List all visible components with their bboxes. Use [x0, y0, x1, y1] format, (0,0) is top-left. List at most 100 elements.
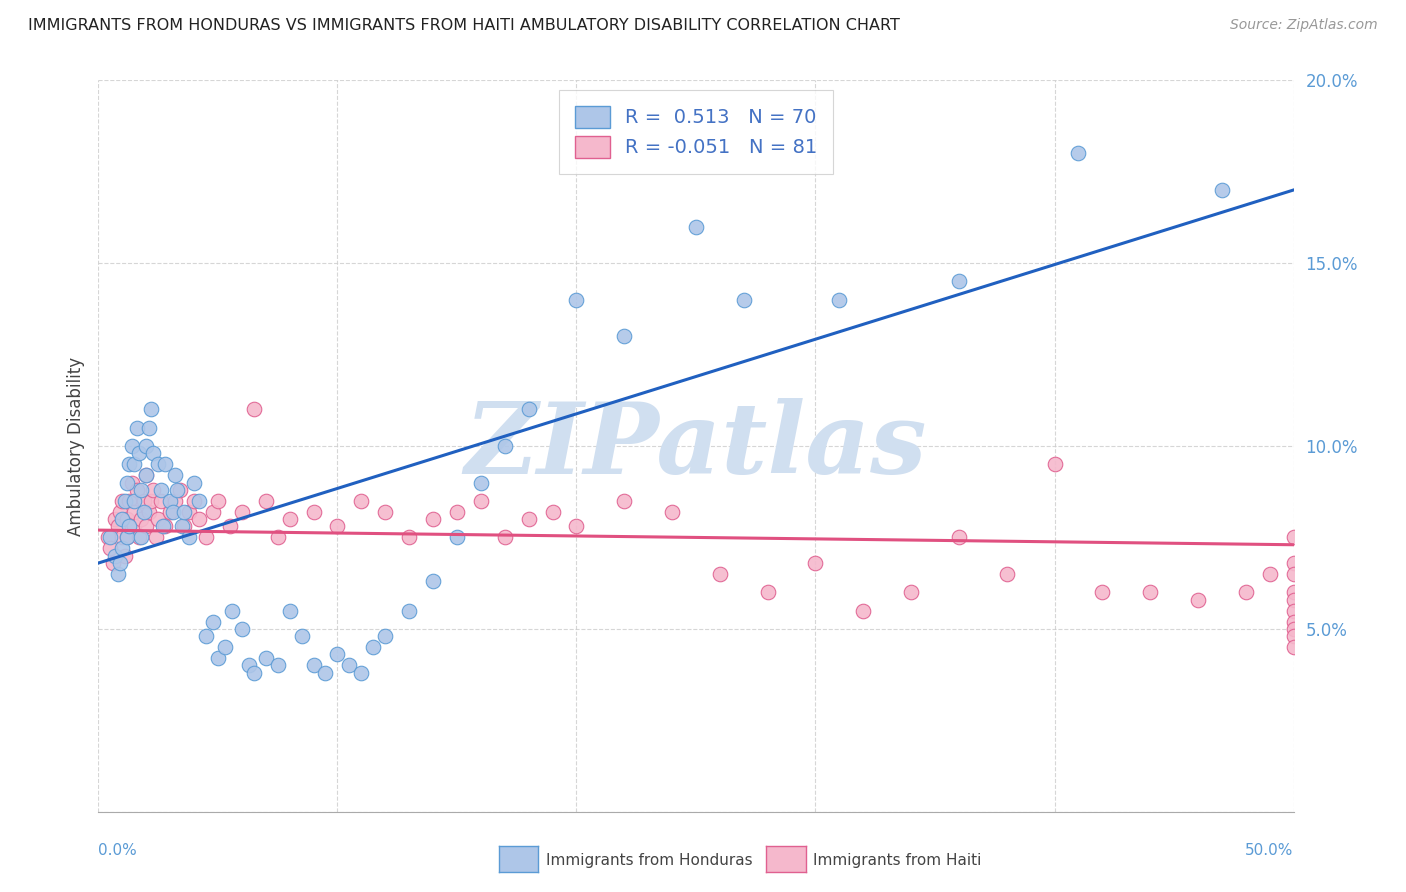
Y-axis label: Ambulatory Disability: Ambulatory Disability: [66, 357, 84, 535]
Point: [374, 505, 396, 519]
Point: [179, 530, 201, 544]
Point: [163, 468, 186, 483]
Point: [613, 493, 636, 508]
Point: [517, 402, 540, 417]
Point: [125, 483, 148, 497]
Point: [187, 512, 209, 526]
Point: [254, 651, 277, 665]
Point: [207, 493, 229, 508]
Point: [152, 519, 174, 533]
Point: [661, 505, 683, 519]
Point: [166, 483, 188, 497]
Point: [118, 493, 141, 508]
Point: [187, 493, 209, 508]
Point: [709, 567, 731, 582]
Point: [194, 530, 217, 544]
Point: [179, 505, 201, 519]
Point: [398, 530, 420, 544]
Point: [374, 629, 396, 643]
Point: [278, 512, 301, 526]
Point: [159, 505, 181, 519]
Point: [363, 640, 385, 655]
Point: [148, 458, 170, 472]
Point: [756, 585, 779, 599]
Point: [565, 293, 588, 307]
Point: [315, 665, 337, 680]
Point: [494, 439, 516, 453]
Point: [202, 505, 225, 519]
Point: [948, 275, 970, 289]
Point: [1282, 592, 1305, 607]
Point: [139, 493, 162, 508]
Point: [422, 574, 444, 589]
Point: [337, 658, 360, 673]
Point: [121, 475, 143, 490]
Point: [115, 475, 138, 490]
Point: [202, 615, 225, 629]
Point: [238, 658, 260, 673]
Point: [900, 585, 922, 599]
Point: [267, 530, 290, 544]
Point: [138, 505, 160, 519]
Point: [350, 665, 373, 680]
Point: [1282, 640, 1305, 655]
Point: [1091, 585, 1114, 599]
Point: [131, 530, 153, 544]
Point: [1043, 458, 1066, 472]
Point: [326, 519, 349, 533]
Point: [613, 329, 636, 343]
Point: [733, 293, 755, 307]
Point: [114, 549, 136, 563]
Point: [142, 483, 165, 497]
Text: 50.0%: 50.0%: [1246, 843, 1294, 858]
Point: [132, 505, 155, 519]
Point: [159, 493, 181, 508]
Point: [115, 530, 138, 544]
Point: [115, 512, 138, 526]
Point: [111, 541, 134, 556]
Point: [142, 446, 165, 460]
Point: [172, 519, 194, 533]
Text: ZIPatlas: ZIPatlas: [465, 398, 927, 494]
Point: [1282, 530, 1305, 544]
Point: [183, 493, 205, 508]
Point: [207, 651, 229, 665]
Point: [169, 483, 191, 497]
Point: [173, 519, 195, 533]
Point: [149, 483, 172, 497]
Point: [98, 530, 122, 544]
Point: [121, 439, 143, 453]
Point: [278, 603, 301, 617]
Point: [107, 567, 129, 582]
Point: [1282, 622, 1305, 636]
Point: [470, 493, 492, 508]
Point: [118, 458, 141, 472]
Point: [98, 541, 122, 556]
Point: [124, 505, 146, 519]
Point: [214, 640, 236, 655]
Point: [350, 493, 373, 508]
Point: [107, 519, 129, 533]
Point: [108, 505, 131, 519]
Point: [162, 505, 184, 519]
Point: [517, 512, 540, 526]
Point: [231, 505, 253, 519]
Point: [194, 629, 217, 643]
Point: [243, 402, 266, 417]
Point: [111, 493, 134, 508]
Point: [115, 530, 138, 544]
Point: [1258, 567, 1281, 582]
Point: [685, 219, 707, 234]
Point: [131, 512, 153, 526]
Point: [155, 519, 177, 533]
Point: [148, 512, 170, 526]
Point: [101, 556, 124, 570]
Point: [125, 421, 148, 435]
Point: [111, 530, 134, 544]
Text: Source: ZipAtlas.com: Source: ZipAtlas.com: [1230, 18, 1378, 32]
Point: [173, 505, 195, 519]
Point: [104, 512, 127, 526]
Point: [565, 519, 588, 533]
Point: [494, 530, 516, 544]
Point: [1282, 629, 1305, 643]
